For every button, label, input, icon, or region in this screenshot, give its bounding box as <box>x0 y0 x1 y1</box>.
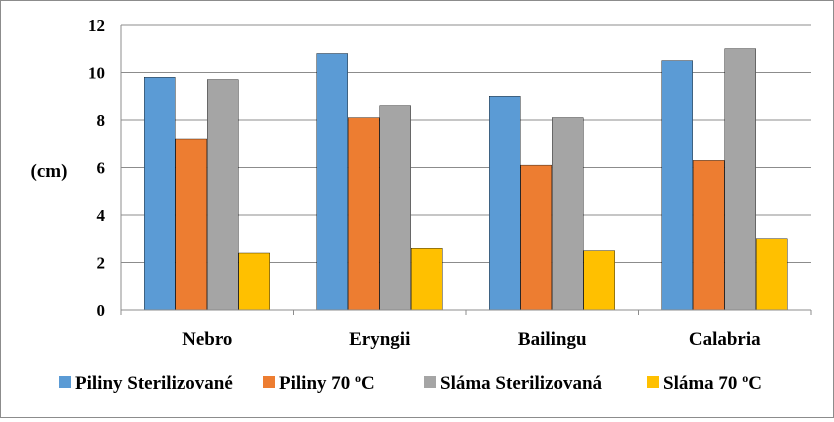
bar-nebro-series-3 <box>207 79 239 311</box>
y-tick-label-5: 10 <box>88 64 105 83</box>
x-tick-label-eryngii: Eryngii <box>349 329 410 350</box>
x-tick-labels: Nebro Eryngii Bailingu Calabria <box>182 329 761 350</box>
legend-swatch-3 <box>424 376 436 388</box>
y-tick-label-1: 2 <box>97 254 106 273</box>
bar-eryngii-series-4 <box>411 248 443 311</box>
y-tick-label-3: 6 <box>97 159 106 178</box>
bar-eryngii-series-3 <box>379 105 411 311</box>
bar-nebro-series-4 <box>238 252 270 311</box>
bar-eryngii-series-2 <box>348 117 380 311</box>
y-tick-labels: 0 2 4 6 8 10 12 <box>88 16 106 320</box>
bar-bailingu-series-4 <box>583 250 615 311</box>
legend-label-2: Piliny 70 oC <box>279 371 375 394</box>
y-tick-label-6: 12 <box>88 16 105 35</box>
legend-label-1: Piliny Sterilizované <box>75 373 233 394</box>
bar-calabria-series-4 <box>756 238 788 311</box>
bar-calabria-series-2 <box>693 160 725 311</box>
y-tick-label-2: 4 <box>97 206 106 225</box>
legend: Piliny Sterilizované Piliny 70 oC Sláma St… <box>59 371 762 394</box>
bar-bailingu-series-3 <box>552 117 584 311</box>
legend-swatch-4 <box>647 376 659 388</box>
bar-nebro-series-1 <box>144 77 176 311</box>
legend-label-3: Sláma Sterilizovaná <box>440 373 603 394</box>
bar-eryngii-series-1 <box>316 53 348 311</box>
bar-nebro-series-2 <box>175 138 207 311</box>
bar-calabria-series-1 <box>661 60 693 311</box>
x-tick-label-nebro: Nebro <box>182 329 232 350</box>
y-tick-label-4: 8 <box>97 111 106 130</box>
legend-swatch-2 <box>263 376 275 388</box>
x-tick-label-bailingu: Bailingu <box>518 329 587 350</box>
legend-label-4: Sláma 70 oC <box>663 371 762 394</box>
bar-calabria-series-3 <box>724 48 756 311</box>
y-axis-label: (cm) <box>31 161 68 182</box>
legend-swatch-1 <box>59 376 71 388</box>
y-tick-label-0: 0 <box>97 301 106 320</box>
x-tick-label-calabria: Calabria <box>689 329 761 350</box>
bar-bailingu-series-1 <box>489 96 521 311</box>
bars <box>144 48 788 311</box>
bar-bailingu-series-2 <box>520 164 552 311</box>
